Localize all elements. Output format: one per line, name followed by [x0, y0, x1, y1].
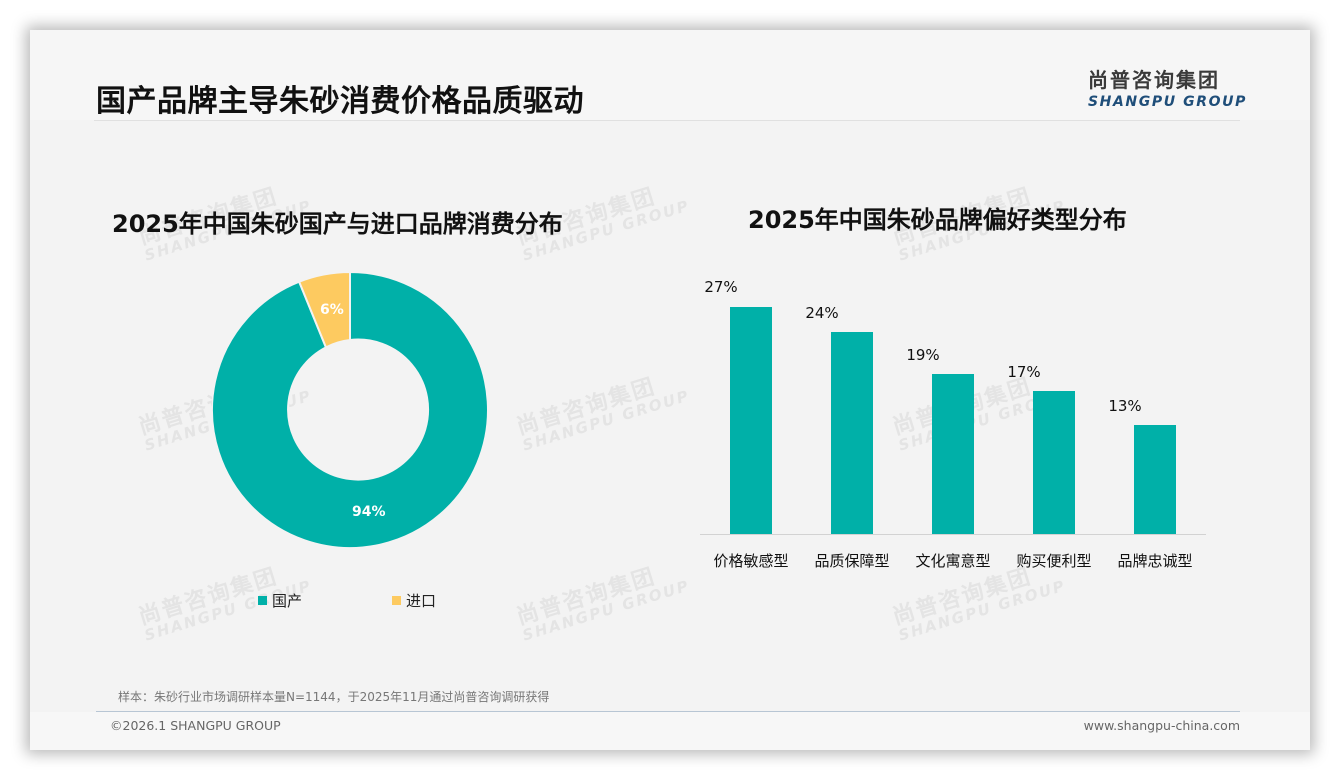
footer-band [30, 712, 1310, 750]
legend-label: 国产 [272, 592, 303, 610]
website-link[interactable]: www.shangpu-china.com [1083, 718, 1240, 733]
logo-text-cn: 尚普咨询集团 [1088, 68, 1220, 92]
copyright-text: ©2026.1 SHANGPU GROUP [110, 718, 281, 733]
bar-brand-loyalty [1134, 425, 1176, 534]
footer-divider [96, 711, 1240, 712]
donut-chart: 6% 94% [210, 270, 489, 549]
bar-category-label: 品质保障型 [814, 552, 890, 570]
bar-quality-assurance [831, 332, 873, 534]
bar-category-label: 购买便利型 [1016, 552, 1092, 570]
slice-import [297, 270, 351, 349]
bar-category-label: 价格敏感型 [713, 552, 789, 570]
bar-category-label: 品牌忠诚型 [1117, 552, 1193, 570]
bar-chart: 27% 价格敏感型 24% 品质保障型 19% 文化寓意型 17% 购买便利型 … [700, 270, 1206, 570]
bar-category-label: 文化寓意型 [915, 552, 991, 570]
legend-item-import: 进口 [392, 590, 436, 611]
slide: 尚普咨询集团 SHANGPU GROUP 尚普咨询集团 SHANGPU GROUP … [30, 30, 1310, 750]
legend-swatch-teal [258, 596, 267, 605]
slice-domestic-label: 94% [352, 504, 386, 520]
bar-chart-title: 2025年中国朱砂品牌偏好类型分布 [748, 206, 1127, 234]
legend-item-domestic: 国产 [258, 590, 302, 611]
donut-svg [210, 270, 489, 549]
header-band [30, 30, 1310, 120]
bar-purchase-convenience [1033, 391, 1075, 534]
donut-chart-title: 2025年中国朱砂国产与进口品牌消费分布 [112, 210, 563, 238]
bar-value-label: 19% [906, 346, 940, 364]
slice-import-label: 6% [320, 302, 344, 318]
slice-domestic [210, 270, 489, 549]
company-logo: 尚普咨询集团 SHANGPU GROUP [1088, 64, 1248, 110]
bar-value-label: 24% [805, 304, 839, 322]
sample-note: 样本：朱砂行业市场调研样本量N=1144，于2025年11月通过尚普咨询调研获得 [118, 690, 550, 704]
x-axis-line [700, 534, 1206, 535]
bar-value-label: 13% [1108, 397, 1142, 415]
legend-label: 进口 [406, 592, 437, 610]
logo-text-en: SHANGPU GROUP [1088, 94, 1247, 110]
legend-swatch-yellow [392, 596, 401, 605]
bar-value-label: 17% [1007, 363, 1041, 381]
bar-price-sensitive [730, 307, 772, 534]
bar-value-label: 27% [704, 278, 738, 296]
bar-cultural-meaning [932, 374, 974, 534]
header-divider [94, 120, 1240, 121]
page-title: 国产品牌主导朱砂消费价格品质驱动 [96, 84, 584, 119]
